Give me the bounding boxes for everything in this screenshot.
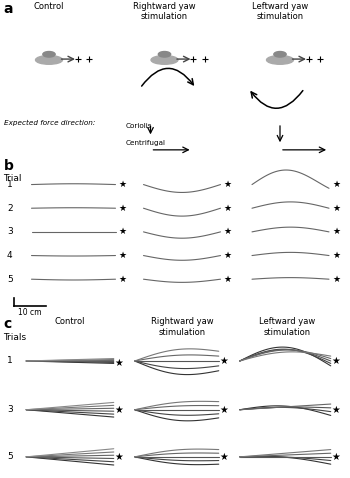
Text: 3: 3 — [7, 228, 13, 237]
Circle shape — [274, 52, 286, 57]
Text: ★: ★ — [223, 275, 232, 284]
Text: ★: ★ — [332, 452, 340, 462]
Text: ★: ★ — [223, 204, 232, 213]
Text: Trial: Trial — [4, 174, 22, 183]
Text: 5: 5 — [7, 452, 13, 461]
Text: 1: 1 — [7, 357, 13, 366]
Text: Leftward yaw
stimulation: Leftward yaw stimulation — [259, 317, 315, 337]
Text: ★: ★ — [115, 452, 124, 462]
Text: ★: ★ — [332, 204, 340, 213]
Text: a: a — [4, 1, 13, 16]
Text: ★: ★ — [332, 275, 340, 284]
Text: 1: 1 — [7, 180, 13, 189]
Text: c: c — [4, 317, 12, 331]
Text: ★: ★ — [332, 356, 340, 366]
Text: 2: 2 — [7, 204, 13, 213]
Ellipse shape — [267, 55, 293, 64]
Text: ★: ★ — [223, 180, 232, 189]
Ellipse shape — [151, 55, 178, 64]
Text: ★: ★ — [115, 358, 124, 368]
Text: Control: Control — [55, 317, 85, 326]
Text: Rightward yaw
stimulation: Rightward yaw stimulation — [133, 1, 196, 21]
Text: ★: ★ — [332, 405, 340, 415]
Text: ★: ★ — [220, 356, 228, 366]
Text: ★: ★ — [332, 251, 340, 260]
Text: ★: ★ — [223, 228, 232, 237]
Text: Leftward yaw
stimulation: Leftward yaw stimulation — [252, 1, 308, 21]
Text: ★: ★ — [220, 405, 228, 415]
Circle shape — [43, 52, 55, 57]
Text: Coriolis: Coriolis — [126, 123, 153, 129]
Text: 10 cm: 10 cm — [18, 308, 41, 316]
Text: ★: ★ — [332, 180, 340, 189]
Text: ★: ★ — [118, 204, 127, 213]
Text: 4: 4 — [7, 251, 13, 260]
Text: ★: ★ — [118, 180, 127, 189]
Text: ★: ★ — [118, 228, 127, 237]
Text: ★: ★ — [223, 251, 232, 260]
Text: Trials: Trials — [4, 333, 27, 342]
Text: ★: ★ — [220, 452, 228, 462]
Ellipse shape — [36, 55, 63, 64]
Text: 5: 5 — [7, 275, 13, 284]
Circle shape — [158, 52, 171, 57]
Text: ★: ★ — [115, 405, 124, 415]
Text: Centrifugal: Centrifugal — [126, 141, 166, 146]
Text: ★: ★ — [332, 228, 340, 237]
Text: Control: Control — [34, 1, 64, 11]
Text: Rightward yaw
stimulation: Rightward yaw stimulation — [151, 317, 213, 337]
Text: b: b — [4, 159, 13, 174]
Text: Expected force direction:: Expected force direction: — [4, 120, 95, 126]
Text: ★: ★ — [118, 275, 127, 284]
Text: ★: ★ — [118, 251, 127, 260]
Text: 3: 3 — [7, 405, 13, 414]
